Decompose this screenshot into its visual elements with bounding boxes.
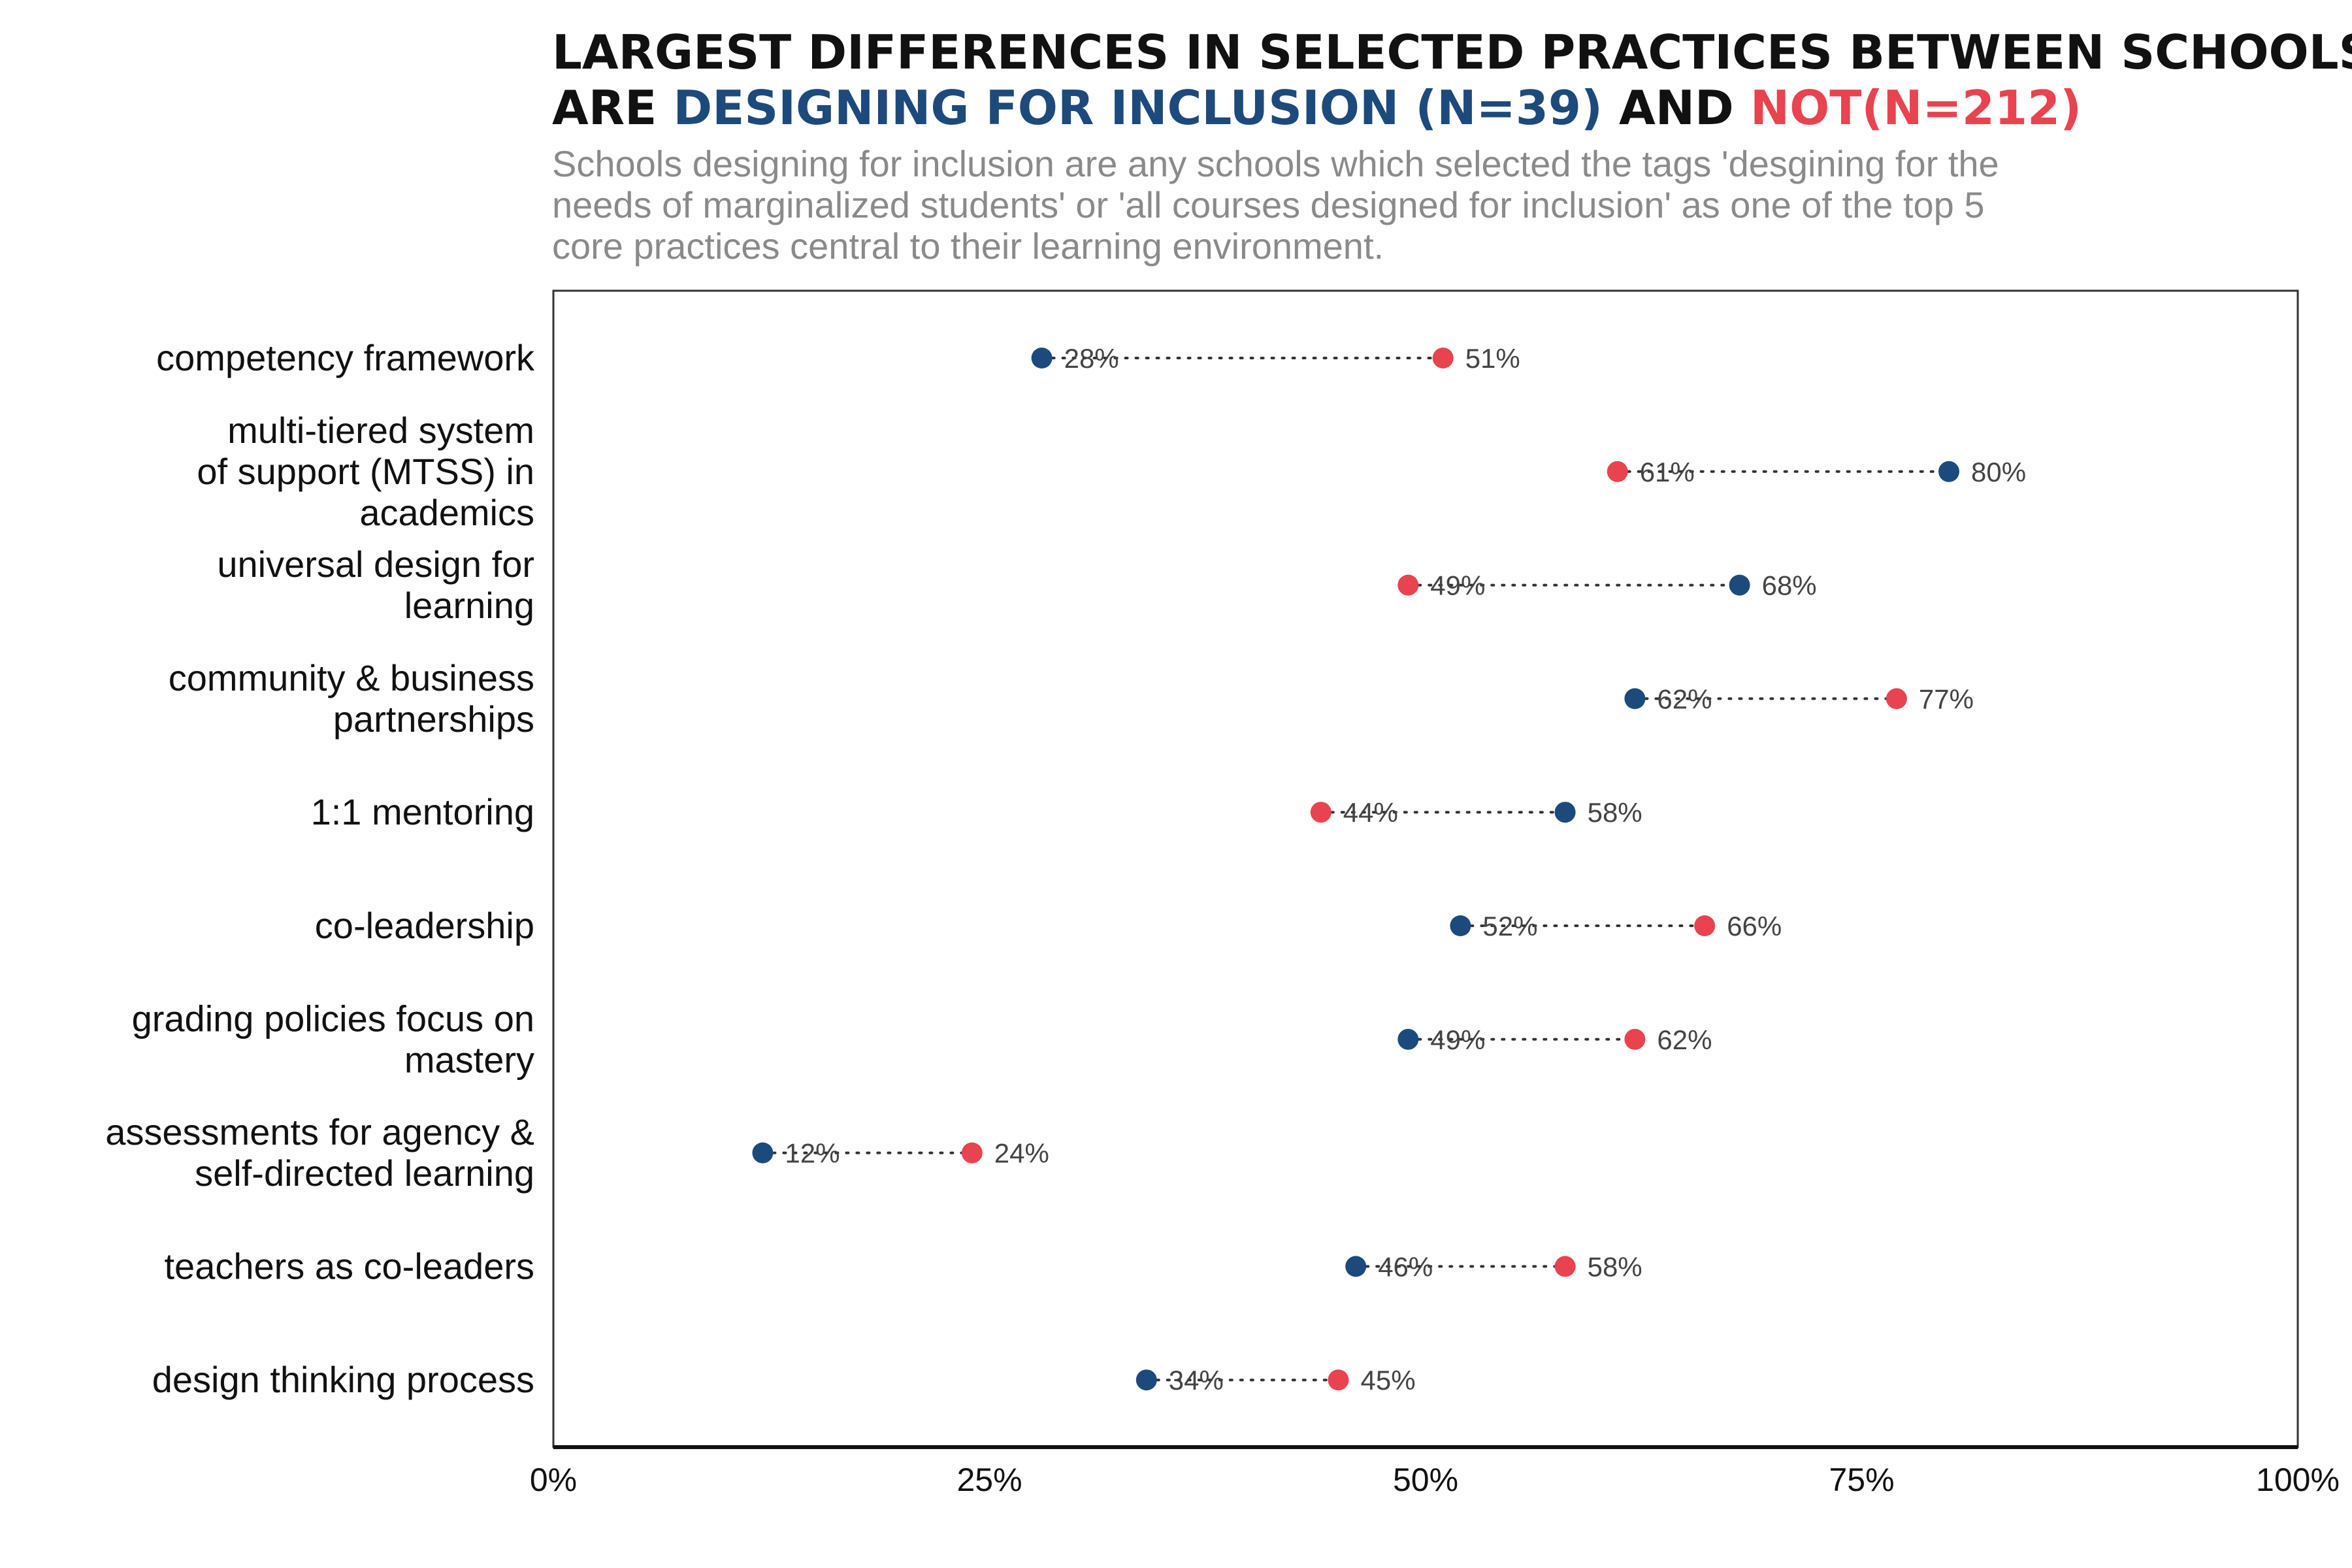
- value-label-high: 80%: [1971, 457, 2026, 487]
- point-inclusion: [1554, 802, 1576, 823]
- value-label-high: 66%: [1727, 911, 1782, 941]
- dumbbell-row: 49% 68%: [1397, 570, 1817, 601]
- dumbbell-row: 49% 62%: [1397, 1024, 1712, 1055]
- category-label: assessments for agency & self-directed le…: [105, 1111, 534, 1194]
- dumbbell-row: 44% 58%: [1310, 797, 1642, 828]
- category-label-line: community & business: [169, 657, 534, 698]
- value-label-low: 46%: [1378, 1251, 1433, 1282]
- title-prefix: ARE: [552, 80, 673, 135]
- point-inclusion: [1938, 461, 1959, 482]
- point-not: [1607, 461, 1628, 482]
- point-not: [1328, 1369, 1349, 1391]
- title-and: AND: [1603, 80, 1750, 135]
- dumbbell-row: 12% 24%: [752, 1138, 1049, 1169]
- category-label-line: co-leadership: [315, 905, 534, 946]
- category-labels: competency framework multi-tiered system o…: [105, 337, 535, 1400]
- category-label-line: universal design for: [217, 544, 534, 585]
- x-tick-label: 50%: [1393, 1462, 1458, 1498]
- category-label: grading policies focus on mastery: [132, 998, 534, 1080]
- dumbbell-row: 62% 77%: [1624, 683, 1974, 714]
- category-label: 1:1 mentoring: [311, 791, 534, 832]
- category-label-line: competency framework: [156, 337, 535, 378]
- point-inclusion: [1624, 688, 1646, 710]
- category-label: co-leadership: [315, 905, 534, 946]
- value-label-low: 12%: [785, 1138, 840, 1169]
- x-tick-label: 75%: [1829, 1462, 1894, 1498]
- category-label: teachers as co-leaders: [164, 1245, 534, 1286]
- x-tick-label: 100%: [2256, 1462, 2340, 1498]
- dumbbell-row: 34% 45%: [1135, 1365, 1416, 1396]
- point-not: [1432, 348, 1454, 368]
- point-inclusion: [1729, 574, 1750, 596]
- chart-subtitle: Schools designing for inclusion are any …: [552, 143, 1999, 267]
- x-tick-label: 25%: [956, 1462, 1022, 1498]
- category-label: universal design for learning: [217, 544, 534, 626]
- value-label-high: 58%: [1588, 1251, 1642, 1282]
- point-not: [1624, 1028, 1646, 1050]
- subtitle-line-1: Schools designing for inclusion are any …: [552, 143, 1999, 184]
- category-label: competency framework: [156, 337, 535, 378]
- value-label-low: 62%: [1657, 683, 1712, 714]
- category-label-line: academics: [359, 492, 534, 533]
- category-label-line: assessments for agency &: [105, 1111, 534, 1152]
- x-tick-label: 0%: [530, 1462, 577, 1498]
- point-not: [961, 1142, 983, 1164]
- category-label: design thinking process: [152, 1359, 534, 1400]
- point-not: [1397, 574, 1419, 596]
- point-not: [1554, 1256, 1576, 1277]
- dumbbell-row: 52% 66%: [1450, 911, 1782, 941]
- value-label-high: 45%: [1361, 1365, 1416, 1396]
- point-inclusion: [1345, 1256, 1367, 1277]
- value-label-high: 62%: [1657, 1024, 1712, 1055]
- point-inclusion: [752, 1142, 774, 1164]
- category-label-line: teachers as co-leaders: [164, 1245, 534, 1286]
- x-axis-ticks: 0% 25% 50% 75% 100%: [530, 1462, 2340, 1498]
- point-not: [1310, 802, 1331, 823]
- subtitle-line-2: needs of marginalized students' or 'all …: [552, 184, 1985, 225]
- value-label-high: 51%: [1465, 343, 1520, 374]
- point-inclusion: [1450, 915, 1471, 936]
- category-label-line: design thinking process: [152, 1359, 534, 1400]
- point-inclusion: [1135, 1369, 1157, 1391]
- chart-marks: 28% 51% 61% 80% 49% 68% 62% 77% 44% 58% 52% 66% 49% 6…: [752, 343, 2026, 1396]
- category-label: community & business partnerships: [169, 657, 534, 740]
- value-label-low: 44%: [1343, 797, 1398, 828]
- point-not: [1694, 915, 1716, 936]
- point-not: [1886, 688, 1907, 710]
- value-label-low: 61%: [1640, 457, 1695, 487]
- category-label-line: self-directed learning: [195, 1152, 534, 1194]
- title-group-not: NOT(N=212): [1750, 80, 2082, 135]
- value-label-high: 58%: [1588, 797, 1642, 828]
- category-label-line: 1:1 mentoring: [311, 791, 534, 832]
- chart-title: LARGEST DIFFERENCES IN SELECTED PRACTICE…: [552, 25, 2352, 135]
- point-inclusion: [1031, 348, 1053, 368]
- value-label-low: 49%: [1430, 570, 1485, 601]
- category-label-line: mastery: [404, 1039, 534, 1080]
- subtitle-line-3: core practices central to their learning…: [552, 225, 1384, 267]
- category-label-line: learning: [404, 585, 534, 626]
- title-line-1: LARGEST DIFFERENCES IN SELECTED PRACTICE…: [552, 25, 2352, 80]
- value-label-high: 77%: [1919, 683, 1974, 714]
- dumbbell-row: 28% 51%: [1031, 343, 1520, 374]
- category-label-line: multi-tiered system: [227, 410, 534, 451]
- value-label-low: 52%: [1482, 911, 1537, 941]
- title-group-inclusion: DESIGNING FOR INCLUSION (N=39): [673, 80, 1603, 135]
- point-inclusion: [1397, 1028, 1419, 1050]
- dumbbell-row: 46% 58%: [1345, 1251, 1642, 1282]
- value-label-high: 24%: [994, 1138, 1049, 1169]
- value-label-low: 28%: [1064, 343, 1119, 374]
- category-label-line: of support (MTSS) in: [197, 451, 534, 492]
- category-label-line: grading policies focus on: [132, 998, 534, 1039]
- category-label-line: partnerships: [333, 698, 534, 740]
- value-label-low: 34%: [1169, 1365, 1224, 1396]
- dumbbell-row: 61% 80%: [1607, 457, 2026, 487]
- value-label-low: 49%: [1430, 1024, 1485, 1055]
- value-label-high: 68%: [1762, 570, 1817, 601]
- category-label: multi-tiered system of support (MTSS) in a…: [197, 410, 534, 533]
- title-line-2: ARE DESIGNING FOR INCLUSION (N=39) AND N…: [552, 80, 2082, 135]
